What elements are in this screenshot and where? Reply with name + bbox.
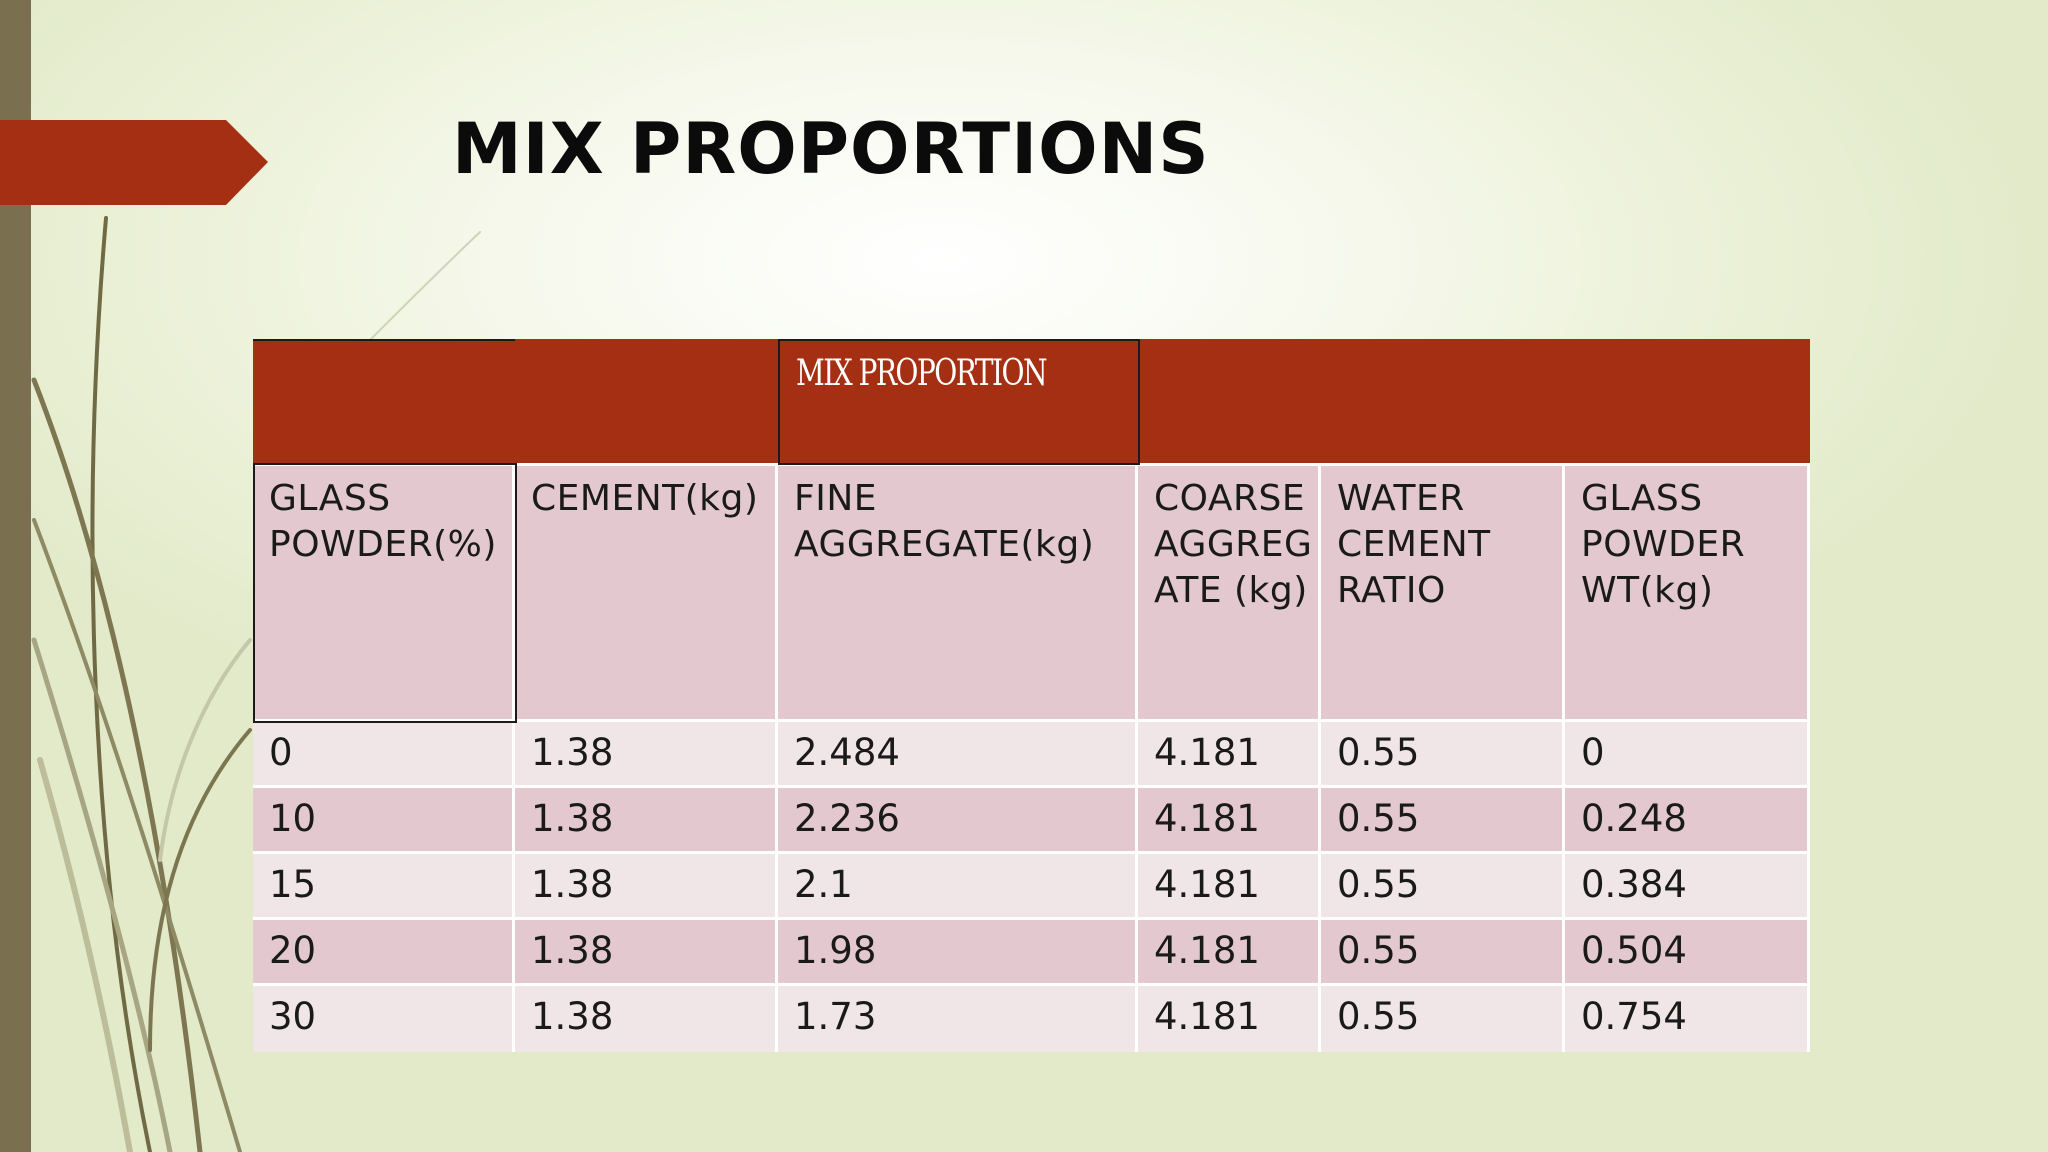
table-cell: 0 bbox=[253, 722, 515, 788]
table-row: 0 1.38 2.484 4.181 0.55 0 bbox=[253, 719, 1810, 788]
table-cell: 2.1 bbox=[778, 854, 1138, 920]
table-cell: 0.55 bbox=[1321, 722, 1565, 788]
table-cell: 1.73 bbox=[778, 986, 1138, 1052]
table-cell: 15 bbox=[253, 854, 515, 920]
table-row: 20 1.38 1.98 4.181 0.55 0.504 bbox=[253, 917, 1810, 986]
column-header: GLASS POWDER WT(kg) bbox=[1565, 466, 1810, 722]
group-header-label: MIX PROPORTION bbox=[796, 353, 1048, 394]
column-header: GLASS POWDER(%) bbox=[253, 466, 515, 722]
group-header-cell bbox=[1565, 339, 1810, 463]
table-cell: 0 bbox=[1565, 722, 1810, 788]
table-cell: 4.181 bbox=[1138, 788, 1321, 854]
table-cell: 1.38 bbox=[515, 986, 778, 1052]
group-header-cell bbox=[515, 339, 778, 463]
table-cell: 2.484 bbox=[778, 722, 1138, 788]
group-header-cell bbox=[1138, 339, 1321, 463]
table-cell: 30 bbox=[253, 986, 515, 1052]
title-arrow-banner bbox=[0, 120, 268, 205]
table-row: 15 1.38 2.1 4.181 0.55 0.384 bbox=[253, 851, 1810, 920]
table-group-header-row: MIX PROPORTION bbox=[253, 339, 1810, 463]
table-cell: 0.504 bbox=[1565, 920, 1810, 986]
table-row: 30 1.38 1.73 4.181 0.55 0.754 bbox=[253, 983, 1810, 1052]
table-cell: 1.38 bbox=[515, 788, 778, 854]
table-header-row: GLASS POWDER(%) CEMENT(kg) FINE AGGREGAT… bbox=[253, 463, 1810, 722]
column-header: COARSE AGGREGATE (kg) bbox=[1138, 466, 1321, 722]
table-cell: 0.55 bbox=[1321, 920, 1565, 986]
table-row: 10 1.38 2.236 4.181 0.55 0.248 bbox=[253, 785, 1810, 854]
column-header: CEMENT(kg) bbox=[515, 466, 778, 722]
column-header: FINE AGGREGATE(kg) bbox=[778, 466, 1138, 722]
table-cell: 1.38 bbox=[515, 920, 778, 986]
table-cell: 0.754 bbox=[1565, 986, 1810, 1052]
table-cell: 1.98 bbox=[778, 920, 1138, 986]
group-header-cell-main: MIX PROPORTION bbox=[778, 339, 1138, 463]
table-cell: 1.38 bbox=[515, 854, 778, 920]
table-cell: 10 bbox=[253, 788, 515, 854]
column-header: WATER CEMENT RATIO bbox=[1321, 466, 1565, 722]
table-cell: 4.181 bbox=[1138, 920, 1321, 986]
group-header-cell bbox=[1321, 339, 1565, 463]
table-cell: 0.55 bbox=[1321, 854, 1565, 920]
group-header-cell bbox=[253, 339, 515, 463]
table-cell: 1.38 bbox=[515, 722, 778, 788]
slide-title: MIX PROPORTIONS bbox=[452, 108, 1210, 190]
table-cell: 2.236 bbox=[778, 788, 1138, 854]
table-cell: 4.181 bbox=[1138, 722, 1321, 788]
table-cell: 0.55 bbox=[1321, 788, 1565, 854]
table-cell: 0.384 bbox=[1565, 854, 1810, 920]
table-cell: 4.181 bbox=[1138, 986, 1321, 1052]
mix-proportions-table: MIX PROPORTION GLASS POWDER(%) CEMENT(kg… bbox=[253, 339, 1810, 1053]
table-cell: 0.55 bbox=[1321, 986, 1565, 1052]
table-cell: 0.248 bbox=[1565, 788, 1810, 854]
table-cell: 4.181 bbox=[1138, 854, 1321, 920]
table-cell: 20 bbox=[253, 920, 515, 986]
